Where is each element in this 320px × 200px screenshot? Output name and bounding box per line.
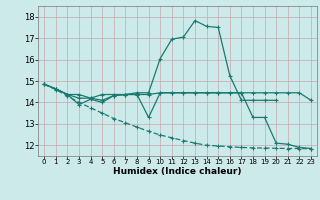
X-axis label: Humidex (Indice chaleur): Humidex (Indice chaleur)	[113, 167, 242, 176]
